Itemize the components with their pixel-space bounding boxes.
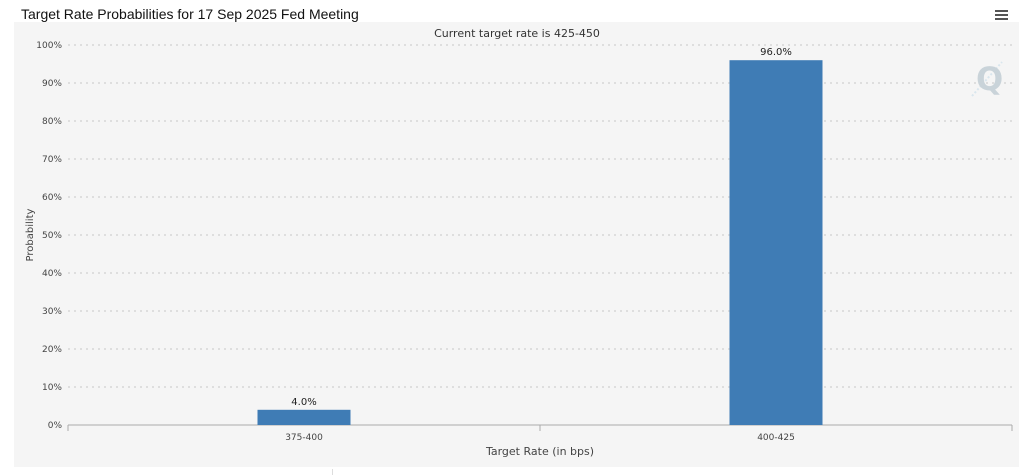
y-tick-label: 100% — [36, 41, 62, 51]
y-axis-title: Probability — [25, 208, 36, 261]
bars: 4.0% 96.0% — [257, 47, 823, 425]
chart-title: Target Rate Probabilities for 17 Sep 202… — [21, 6, 359, 22]
svg-text:Q: Q — [976, 60, 1003, 98]
y-tick-label: 30% — [42, 307, 62, 317]
y-tick-label: 20% — [42, 345, 62, 355]
q-logo-icon: Q — [970, 58, 1010, 102]
divider — [332, 469, 333, 475]
y-tick-label: 80% — [42, 117, 62, 127]
menu-line — [995, 10, 1008, 12]
menu-line — [995, 14, 1008, 16]
y-axis-ticks: 0% 10% 20% 30% 40% 50% 60% 70% 80% 90% 100% — [36, 41, 62, 431]
y-tick-label: 70% — [42, 155, 62, 165]
chart-subtitle: Current target rate is 425-450 — [434, 27, 600, 40]
grid-lines — [68, 44, 1012, 426]
x-axis-title: Target Rate (in bps) — [485, 445, 594, 458]
y-tick-label: 50% — [42, 231, 62, 241]
y-tick-label: 40% — [42, 269, 62, 279]
x-tick-label: 400-425 — [757, 433, 795, 443]
y-tick-label: 90% — [42, 79, 62, 89]
bar-data-label: 4.0% — [291, 397, 316, 408]
bar-data-label: 96.0% — [760, 47, 792, 58]
bottom-strip — [14, 467, 1019, 475]
bar — [729, 60, 823, 425]
y-tick-label: 10% — [42, 383, 62, 393]
y-tick-label: 60% — [42, 193, 62, 203]
bar — [257, 409, 351, 425]
menu-line — [995, 18, 1008, 20]
x-axis-ticks: 375-400 400-425 — [67, 425, 1013, 443]
chart-panel — [14, 22, 1019, 467]
x-tick-label: 375-400 — [285, 433, 323, 443]
y-tick-label: 0% — [48, 421, 63, 431]
hamburger-menu-icon[interactable] — [993, 8, 1011, 26]
